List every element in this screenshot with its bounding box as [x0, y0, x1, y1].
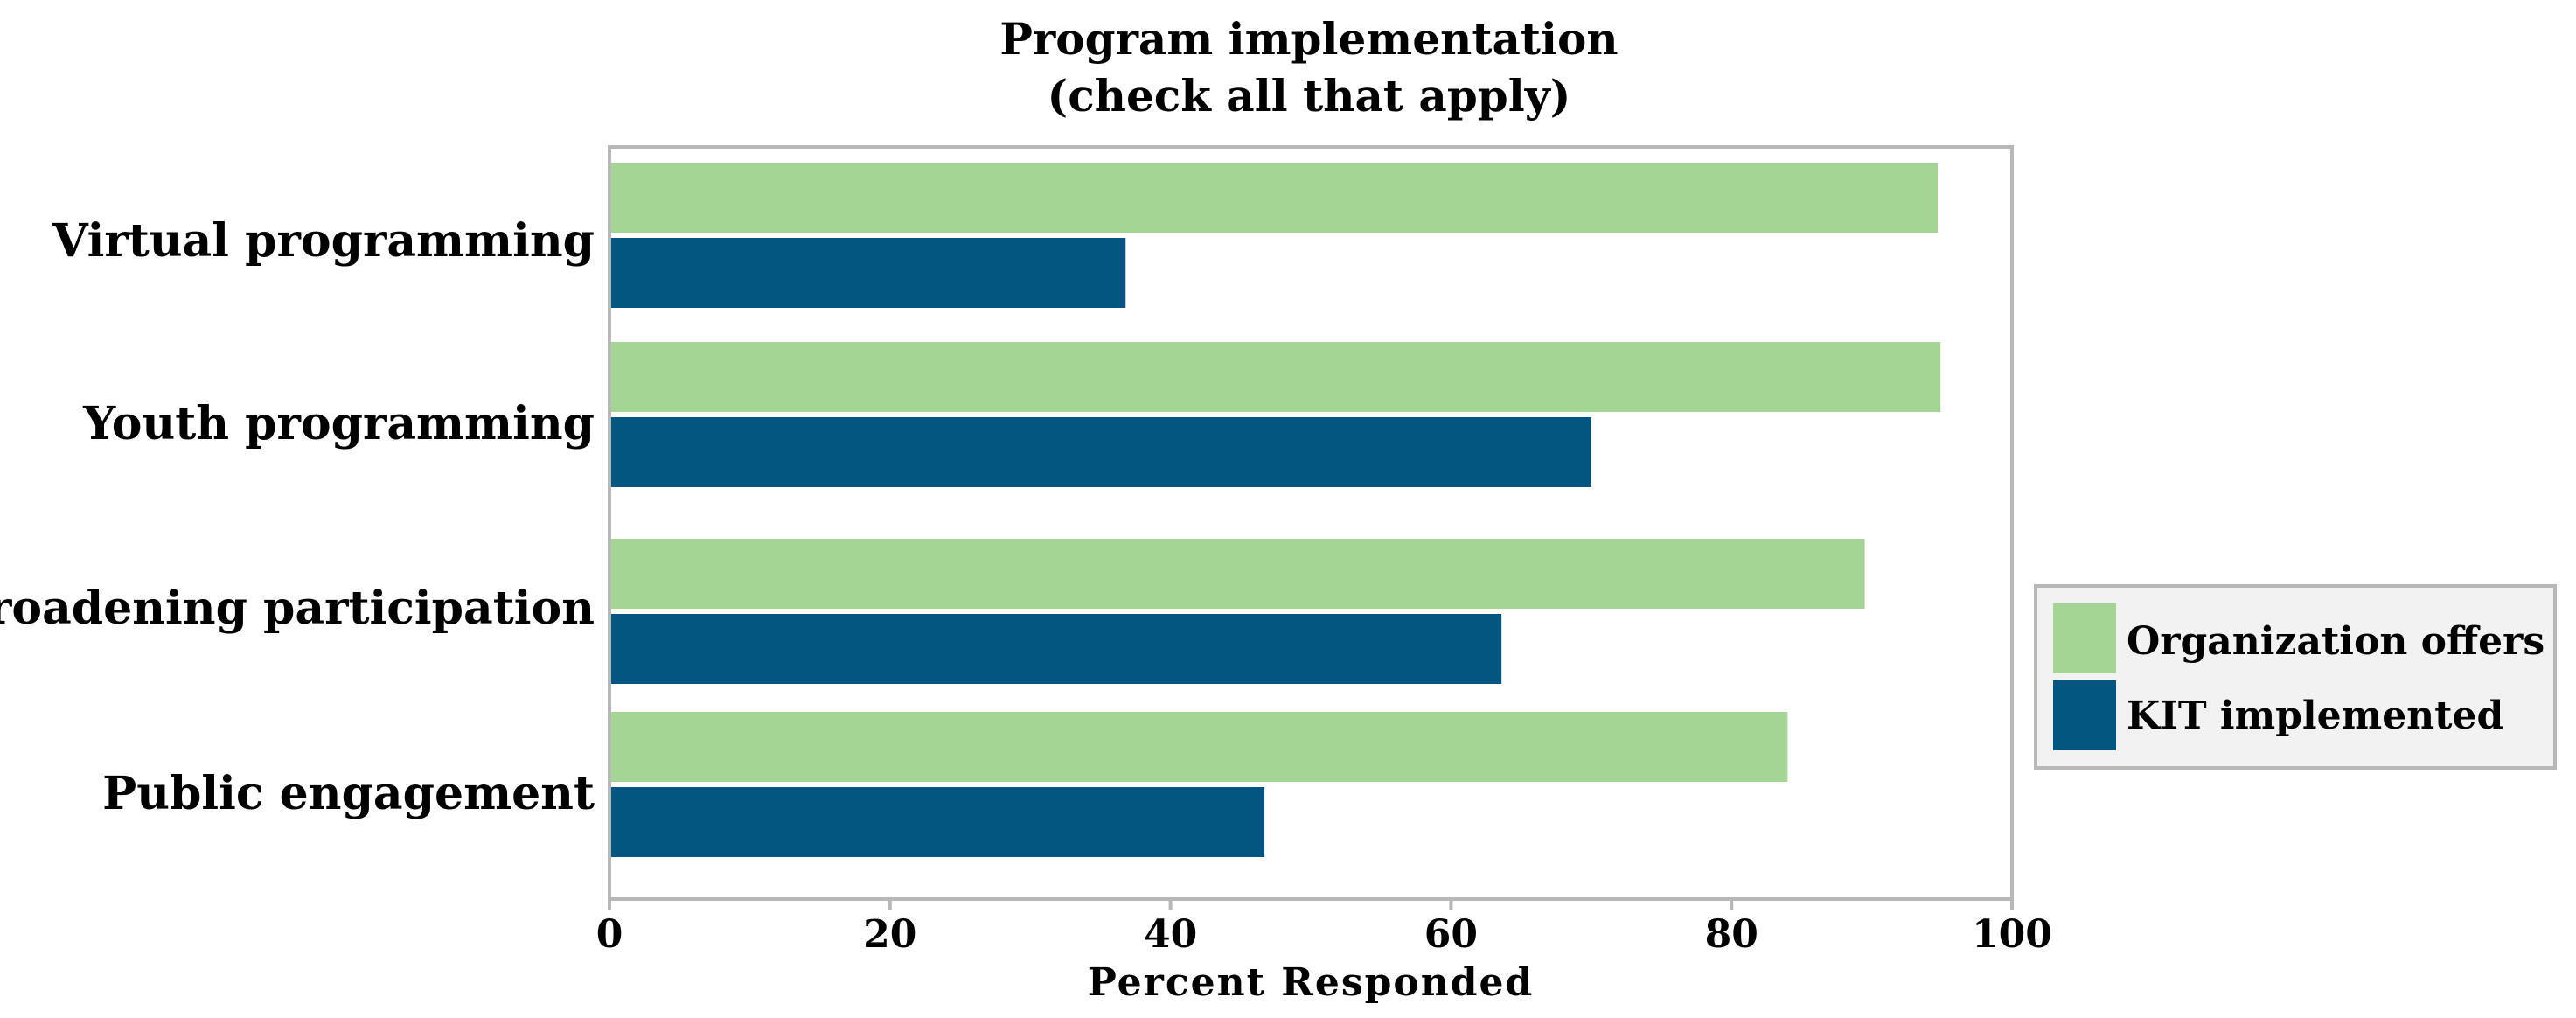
- x-tick-label-100: 100: [1972, 912, 2052, 957]
- bar-youth-programming-kit-implemented: [609, 417, 1591, 487]
- category-label-youth-programming: Youth programming: [82, 397, 595, 450]
- bar-youth-programming-organization-offers: [609, 342, 1941, 412]
- bars-group: [609, 163, 1941, 857]
- legend-swatch-organization-offers: [2053, 603, 2116, 673]
- legend-box: [2034, 584, 2557, 770]
- bar-virtual-programming-organization-offers: [609, 163, 1938, 233]
- x-tick-label-80: 80: [1705, 912, 1758, 957]
- x-tick-label-20: 20: [863, 912, 916, 957]
- legend: Organization offers KIT implemented: [2034, 584, 2557, 770]
- category-label-broadening-participation: Broadening participation: [0, 582, 595, 635]
- chart-title-line-1: Program implementation: [999, 13, 1618, 65]
- legend-swatch-kit-implemented: [2053, 680, 2116, 750]
- category-labels: Virtual programming Youth programming Broa…: [0, 214, 595, 820]
- x-tick-label-40: 40: [1144, 912, 1197, 957]
- bar-virtual-programming-kit-implemented: [609, 238, 1126, 308]
- x-tick-label-0: 0: [596, 912, 623, 957]
- legend-label-organization-offers: Organization offers: [2127, 619, 2545, 664]
- category-label-virtual-programming: Virtual programming: [52, 214, 595, 268]
- bar-public-engagement-organization-offers: [609, 712, 1788, 782]
- x-axis-title: Percent Responded: [1088, 960, 1534, 1005]
- bar-broadening-participation-kit-implemented: [609, 614, 1502, 684]
- category-label-public-engagement: Public engagement: [102, 767, 595, 820]
- bar-public-engagement-kit-implemented: [609, 787, 1265, 857]
- chart-title-line-2: (check all that apply): [1048, 70, 1571, 122]
- x-axis-ticks: 0 20 40 60 80 100: [596, 899, 2052, 957]
- x-tick-label-60: 60: [1424, 912, 1478, 957]
- legend-label-kit-implemented: KIT implemented: [2127, 694, 2503, 738]
- bar-broadening-participation-organization-offers: [609, 539, 1865, 609]
- plot-frame: [608, 145, 2014, 901]
